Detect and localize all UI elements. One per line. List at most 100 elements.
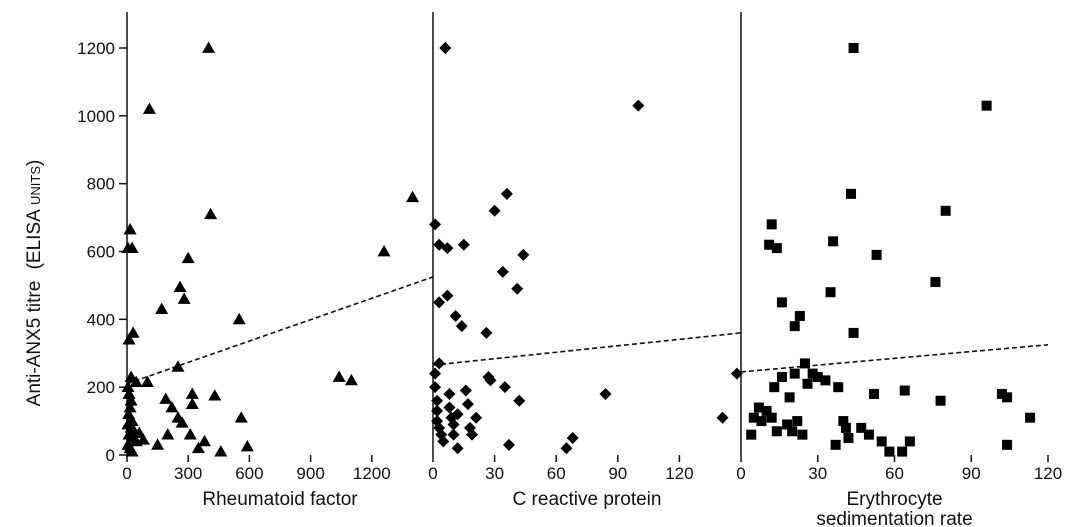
data-point-diamond (484, 374, 497, 387)
data-point-diamond (437, 435, 450, 448)
y-tick-label: 0 (106, 446, 115, 465)
data-point-square (789, 368, 800, 379)
x-axis-title: C reactive protein (513, 489, 662, 510)
data-point-square (802, 378, 813, 389)
data-point-diamond (511, 282, 524, 295)
x-tick-label: 300 (174, 464, 202, 483)
data-point-triangle (234, 411, 248, 423)
data-point-square (771, 426, 782, 437)
data-point-square (764, 239, 775, 250)
data-point-square (833, 382, 844, 393)
data-point-square (884, 446, 895, 457)
panel-1: 0 300 600 900 1200 Rheumatoid factor (121, 12, 434, 510)
data-point-triangle (122, 333, 136, 345)
data-point-diamond (480, 326, 493, 339)
data-point-diamond (566, 432, 579, 445)
data-point-triangle (214, 445, 228, 457)
data-point-square (846, 188, 857, 199)
data-point-triangle (171, 360, 185, 372)
data-point-diamond (459, 384, 472, 397)
data-point-triangle (181, 251, 195, 264)
data-point-diamond (500, 187, 513, 200)
data-point-square (840, 422, 851, 433)
data-point-triangle (377, 245, 391, 257)
data-point-diamond (730, 367, 743, 380)
x-axis-title: Erythrocyte (846, 489, 942, 510)
y-tick-label: 200 (87, 378, 115, 397)
y-axis-title: Anti-ANX5 titre (ELISA units) (24, 160, 45, 407)
regression-line (126, 276, 434, 385)
data-point-triangle (232, 312, 246, 325)
data-point-triangle (185, 397, 199, 409)
data-point-square (787, 426, 798, 437)
x-tick-label: 0 (428, 464, 437, 483)
data-point-square (794, 310, 805, 321)
x-axis-title: Rheumatoid factor (202, 489, 358, 510)
data-point-triangle (344, 373, 358, 386)
x-tick-label: 60 (885, 464, 904, 483)
data-point-square (812, 371, 823, 382)
x-tick-label: 1200 (353, 464, 391, 483)
data-point-square (838, 416, 849, 427)
x-tick-label: 90 (608, 464, 627, 483)
data-point-triangle (173, 280, 187, 292)
regression-line (432, 332, 742, 366)
data-point-diamond (560, 442, 573, 455)
y-tick-label: 1200 (77, 39, 115, 58)
data-point-diamond (431, 404, 444, 417)
data-point-square (897, 446, 908, 457)
data-point-square (789, 321, 800, 332)
regression-line (740, 343, 1049, 373)
data-point-square (792, 416, 803, 427)
x-tick-label: 120 (1034, 464, 1062, 483)
data-point-triangle (125, 445, 139, 457)
data-point-triangle (183, 428, 197, 440)
data-point-square (776, 297, 787, 308)
x-tick-label: 120 (665, 464, 693, 483)
data-point-diamond (429, 367, 442, 380)
x-tick-label: 900 (296, 464, 324, 483)
y-tick-label: 800 (87, 175, 115, 194)
data-point-square (848, 43, 859, 53)
data-point-square (797, 429, 808, 440)
data-point-triangle (165, 401, 179, 413)
data-point-square (820, 375, 831, 386)
data-point-square (935, 395, 946, 406)
data-point-square (782, 419, 793, 430)
data-point-square (930, 277, 941, 288)
data-point-triangle (208, 389, 222, 401)
data-point-diamond (488, 204, 501, 217)
data-point-triangle (140, 375, 154, 387)
data-point-diamond (455, 320, 468, 333)
data-point-square (1002, 392, 1013, 403)
data-point-triangle (121, 380, 135, 393)
data-point-diamond (451, 408, 464, 421)
y-tick-label: 400 (87, 310, 115, 329)
data-point-square (748, 412, 759, 423)
data-point-square (828, 236, 839, 247)
data-point-square (869, 388, 880, 399)
data-point-square (766, 412, 777, 423)
data-point-square (799, 358, 810, 369)
data-point-diamond (599, 387, 612, 400)
data-point-triangle (332, 370, 346, 382)
data-point-diamond (498, 381, 511, 394)
data-point-square (843, 433, 854, 444)
data-point-triangle (125, 241, 139, 253)
data-point-triangle (198, 434, 212, 447)
data-point-diamond (443, 387, 456, 400)
data-point-triangle (202, 41, 216, 53)
data-point-square (766, 219, 777, 230)
data-point-diamond (429, 218, 442, 231)
x-tick-label: 90 (962, 464, 981, 483)
y-axis-title-text: Anti-ANX5 titre (24, 281, 45, 407)
data-point-triangle (185, 387, 199, 399)
data-point-diamond (449, 309, 462, 322)
x-axis-title: sedimentation rate (816, 509, 972, 527)
data-point-square (1002, 439, 1013, 450)
data-point-diamond (431, 394, 444, 407)
data-point-triangle (151, 438, 165, 450)
x-tick-label: 30 (485, 464, 504, 483)
